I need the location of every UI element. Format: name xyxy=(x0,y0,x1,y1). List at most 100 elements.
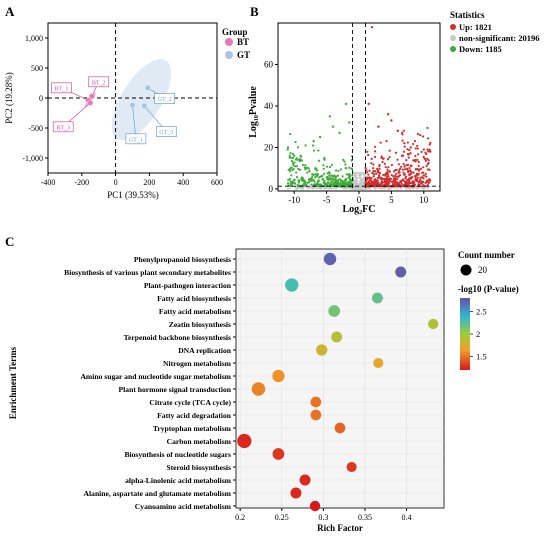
volcano-point-up xyxy=(402,129,405,132)
enrichment-term-label: Biosynthesis of nucleotide sugars xyxy=(124,450,231,459)
volcano-point-down xyxy=(288,154,291,157)
pca-point-label: GT_2 xyxy=(158,97,172,103)
volcano-legend-label: Down: 1185 xyxy=(459,44,502,54)
enrichment-term-label: DNA replication xyxy=(178,346,232,355)
volcano-point-down xyxy=(310,183,313,186)
volcano-point-nonsig xyxy=(378,186,381,189)
volcano-point-up xyxy=(402,173,406,176)
volcano-point-up xyxy=(429,150,432,153)
volcano-point-up xyxy=(387,182,390,185)
volcano-point-down xyxy=(294,140,297,144)
volcano-point-up xyxy=(368,176,371,179)
volcano-point-down xyxy=(323,184,327,188)
volcano-point-nonsig xyxy=(359,176,362,179)
volcano-point-down xyxy=(341,175,344,178)
volcano-point-up xyxy=(402,162,405,166)
volcano-point-up xyxy=(377,176,381,179)
volcano-point-up xyxy=(382,173,385,177)
volcano-point-up xyxy=(413,139,417,143)
pca-label-box xyxy=(51,82,72,94)
volcano-point-up xyxy=(423,157,426,160)
volcano-point-up xyxy=(425,152,428,156)
volcano-point-up xyxy=(406,141,409,144)
volcano-point-down xyxy=(336,181,339,184)
volcano-point-down xyxy=(309,177,312,180)
enrichment-term-label: Fatty acid degradation xyxy=(157,411,232,420)
volcano-point-up xyxy=(405,167,408,170)
volcano-point-up xyxy=(376,169,380,172)
volcano-legend-label: Up: 1821 xyxy=(459,22,492,32)
volcano-point-down xyxy=(334,169,338,172)
volcano-point-down xyxy=(330,163,334,166)
volcano-point-up xyxy=(428,181,431,184)
volcano-point-up xyxy=(422,184,425,188)
enrichment-term-label: Plant hormone signal transduction xyxy=(119,385,232,394)
volcano-point-up xyxy=(411,180,414,183)
volcano-point-up xyxy=(403,168,407,171)
pca-x-tick-label: 200 xyxy=(143,178,155,187)
volcano-point-up xyxy=(393,182,396,185)
volcano-point-down xyxy=(339,168,343,171)
volcano-point-nonsig xyxy=(349,187,352,190)
volcano-point-up xyxy=(386,113,390,116)
pca-point-label: BT_1 xyxy=(55,86,69,92)
volcano-point-up xyxy=(377,173,381,177)
volcano-point-down xyxy=(291,152,294,155)
volcano-point-up xyxy=(403,165,406,168)
volcano-point-down xyxy=(291,168,294,172)
volcano-point-down xyxy=(348,173,351,176)
volcano-point-up xyxy=(426,126,429,130)
volcano-point-up xyxy=(416,132,420,136)
volcano-y-tick-label: 60 xyxy=(264,59,274,69)
pca-point-label: GT_1 xyxy=(129,137,143,143)
volcano-point-up xyxy=(427,150,430,153)
volcano-point-up xyxy=(378,167,381,170)
volcano-point-up xyxy=(367,153,370,157)
volcano-point-up xyxy=(423,174,426,177)
enrichment-dot xyxy=(316,344,328,356)
enrichment-dot xyxy=(334,422,346,434)
volcano-point-up xyxy=(366,150,369,153)
volcano-point-nonsig xyxy=(363,173,366,176)
volcano-point-down xyxy=(316,174,319,177)
volcano-point-nonsig xyxy=(408,187,411,190)
enrichment-dot xyxy=(328,305,341,317)
volcano-point-down xyxy=(289,152,292,155)
volcano-point-up xyxy=(396,181,399,184)
volcano-point-up xyxy=(416,167,419,171)
volcano-point-down xyxy=(337,169,340,172)
volcano-point-down xyxy=(344,178,347,182)
pca-x-tick-label: 0 xyxy=(114,178,118,187)
volcano-point-up xyxy=(370,176,373,180)
volcano-panel: B -10 -5 0 5 10 0 20 40 60 Log₂FC Log₁₀Pvalue St… xyxy=(248,4,540,215)
volcano-point-down xyxy=(347,180,350,183)
volcano-point-up xyxy=(416,147,419,150)
volcano-point-down xyxy=(344,102,348,106)
volcano-point-up xyxy=(374,155,377,159)
volcano-point-down xyxy=(308,169,311,173)
volcano-point-up xyxy=(390,119,393,122)
enrichment-dot xyxy=(310,396,322,408)
volcano-point-nonsig xyxy=(356,186,359,189)
volcano-point-down xyxy=(289,132,292,136)
volcano-point-down xyxy=(323,172,326,175)
volcano-legend-title: Statistics xyxy=(450,10,485,20)
volcano-point-up xyxy=(388,149,391,152)
enrichment-x-axis-label: Rich Factor xyxy=(317,523,363,533)
volcano-point-nonsig xyxy=(361,171,364,174)
size-legend-dot xyxy=(460,264,472,276)
volcano-point-nonsig xyxy=(313,187,316,190)
volcano-point-down xyxy=(286,146,290,149)
volcano-point-down xyxy=(345,173,348,176)
volcano-point-up xyxy=(402,179,405,182)
volcano-point-nonsig xyxy=(307,186,310,189)
volcano-legend-label: non-significant: 20196 xyxy=(459,33,540,43)
enrichment-plot-frame xyxy=(235,248,445,509)
volcano-point-nonsig xyxy=(375,187,378,190)
volcano-point-down xyxy=(298,168,302,171)
volcano-point-up xyxy=(372,175,375,178)
enrichment-term-label: Phenylpropanoid biosynthesis xyxy=(134,255,231,264)
volcano-point-up xyxy=(414,147,417,150)
volcano-point-nonsig xyxy=(289,186,292,189)
